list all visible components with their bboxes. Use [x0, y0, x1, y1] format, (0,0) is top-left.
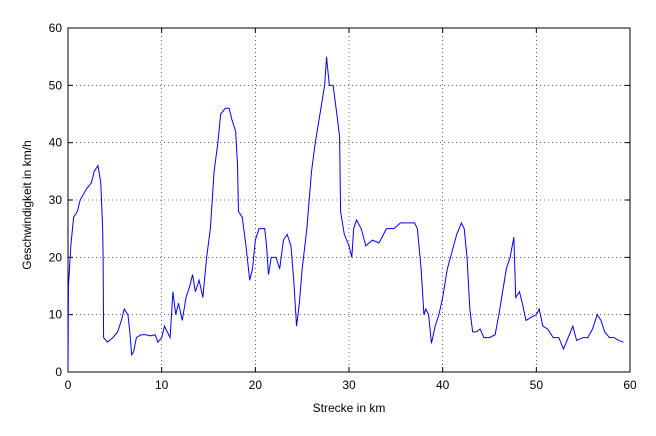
x-tick-label: 60	[623, 378, 637, 392]
y-tick-label: 10	[49, 308, 63, 322]
y-tick-label: 0	[55, 365, 62, 379]
plot-frame	[67, 27, 631, 373]
x-tick-label: 10	[155, 378, 169, 392]
y-tick-label: 60	[49, 21, 63, 35]
y-tick-label: 20	[49, 250, 63, 264]
x-tick-label: 30	[342, 378, 356, 392]
x-tick-label: 40	[436, 378, 450, 392]
x-axis-label: Strecke in km	[313, 401, 386, 415]
y-tick-label: 40	[49, 136, 63, 150]
line-series	[67, 56, 624, 373]
y-tick-label: 50	[49, 78, 63, 92]
x-tick-label: 0	[65, 378, 72, 392]
y-axis-label: Geschwindigkeit in km/h	[20, 140, 34, 269]
y-tick-label: 30	[49, 193, 63, 207]
x-tick-label: 50	[530, 378, 544, 392]
x-tick-label: 20	[249, 378, 263, 392]
